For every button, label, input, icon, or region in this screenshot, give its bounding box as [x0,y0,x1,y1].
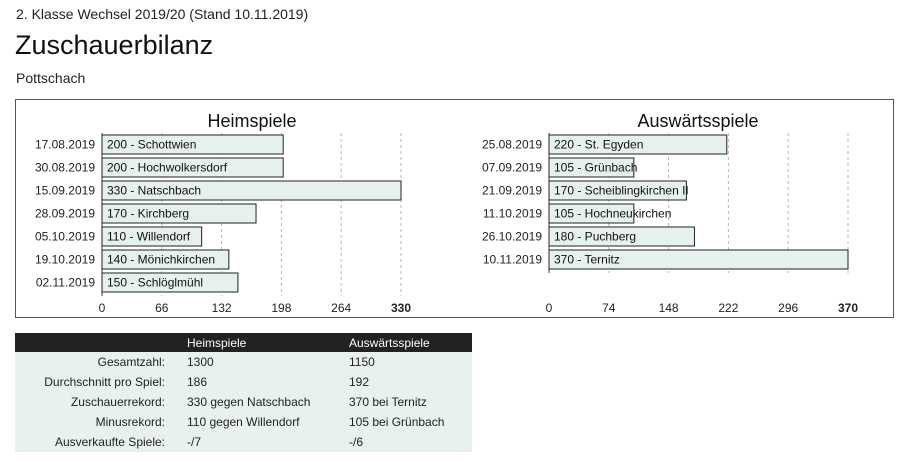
bar-label-home: 110 - Willendorf [107,230,191,244]
tick-label-away: 222 [718,301,738,315]
team-name: Pottschach [16,70,86,86]
stats-away-value: 105 bei Grünbach [349,415,445,429]
bar-home [101,180,402,201]
date-label-away: 11.10.2019 [483,207,542,221]
stats-label: Durchschnitt pro Spiel: [44,375,165,389]
attendance-charts: Heimspiele 17.08.2019 200 - Schottwien 30.0… [35,111,858,315]
bar-away [548,157,635,178]
stats-row-total: Gesamtzahl: 1300 1150 [15,352,472,372]
bar-away [548,203,635,224]
tick-label-home: 330 [391,301,411,315]
stats-away-value: 370 bei Ternitz [349,395,427,409]
date-label-away: 25.08.2019 [482,138,542,152]
stats-header-away: Auswärtsspiele [349,335,430,350]
bar-label-home: 150 - Schlöglmühl [107,276,203,290]
stats-table: Heimspiele Auswärtsspiele Gesamtzahl: 13… [15,333,472,452]
bar-home [101,157,284,178]
bar-label-away: 180 - Puchberg [554,230,636,244]
date-label-home: 30.08.2019 [35,161,95,175]
bar-home [101,249,230,270]
chart-title-home: Heimspiele [207,111,296,131]
tick-label-away: 296 [778,301,798,315]
bar-home [101,134,284,155]
bar-label-away: 105 - Grünbach [554,161,637,175]
date-label-home: 05.10.2019 [35,230,95,244]
stats-row-minimum: Minusrekord: 110 gegen Willendorf 105 be… [15,412,472,432]
bar-label-home: 330 - Natschbach [107,184,201,198]
stats-label: Minusrekord: [95,415,165,429]
stats-label: Gesamtzahl: [97,355,165,369]
bar-away [548,249,849,270]
bar-away [548,180,687,201]
date-label-home: 28.09.2019 [35,207,95,221]
stats-home-value: -/7 [187,435,202,449]
date-label-home: 02.11.2019 [36,276,95,290]
bar-home [101,272,239,293]
stats-header-blank [15,333,187,352]
stats-home-value: 110 gegen Willendorf [187,415,300,429]
date-label-home: 19.10.2019 [35,253,95,267]
attendance-charts-panel: Heimspiele 17.08.2019 200 - Schottwien 30.0… [15,99,894,318]
stats-home-value: 186 [187,375,208,389]
date-label-away: 26.10.2019 [482,230,542,244]
tick-label-home: 66 [155,301,169,315]
bar-label-home: 200 - Hochwolkersdorf [107,161,228,175]
bar-label-home: 200 - Schottwien [107,138,196,152]
page-title: Zuschauerbilanz [15,30,214,60]
stats-row-soldout: Ausverkaufte Spiele: -/7 -/6 [15,432,472,452]
bar-label-away: 220 - St. Egyden [554,138,643,152]
date-label-away: 21.09.2019 [482,184,542,198]
stats-away-value: 192 [349,375,370,389]
stats-home-value: 1300 [187,355,214,369]
stats-label: Zuschauerrekord: [70,395,165,409]
tick-label-home: 0 [99,301,106,315]
date-label-home: 17.08.2019 [35,138,95,152]
stats-row-record: Zuschauerrekord: 330 gegen Natschbach 37… [15,392,472,412]
date-label-away: 07.09.2019 [482,161,542,175]
bar-label-away: 170 - Scheiblingkirchen II [554,184,689,198]
tick-label-home: 264 [331,301,351,315]
chart-title-away: Auswärtsspiele [637,111,758,131]
bar-label-home: 170 - Kirchberg [107,207,189,221]
stats-header-home: Heimspiele [187,335,247,350]
tick-label-home: 198 [271,301,291,315]
date-label-home: 15.09.2019 [35,184,95,198]
stats-home-value: 330 gegen Natschbach [187,395,311,409]
tick-label-home: 132 [212,301,232,315]
stats-away-value: 1150 [349,355,375,369]
bar-away [548,134,728,155]
bar-label-away: 370 - Ternitz [554,253,620,267]
tick-label-away: 0 [546,301,553,315]
stats-label: Ausverkaufte Spiele: [54,435,165,449]
date-label-away: 10.11.2019 [483,253,542,267]
stats-header-row: Heimspiele Auswärtsspiele [15,333,472,352]
bar-home [101,226,203,247]
tick-label-away: 148 [659,301,679,315]
bar-label-away: 105 - Hochneukirchen [554,207,671,221]
tick-label-away: 370 [838,301,858,315]
stats-row-average: Durchschnitt pro Spiel: 186 192 [15,372,472,392]
tick-label-away: 74 [602,301,616,315]
bar-away [548,226,695,247]
stats-away-value: -/6 [349,435,364,449]
bar-home [101,203,257,224]
league-subtitle: 2. Klasse Wechsel 2019/20 (Stand 10.11.2… [16,6,309,22]
bar-label-home: 140 - Mönichkirchen [107,253,215,267]
